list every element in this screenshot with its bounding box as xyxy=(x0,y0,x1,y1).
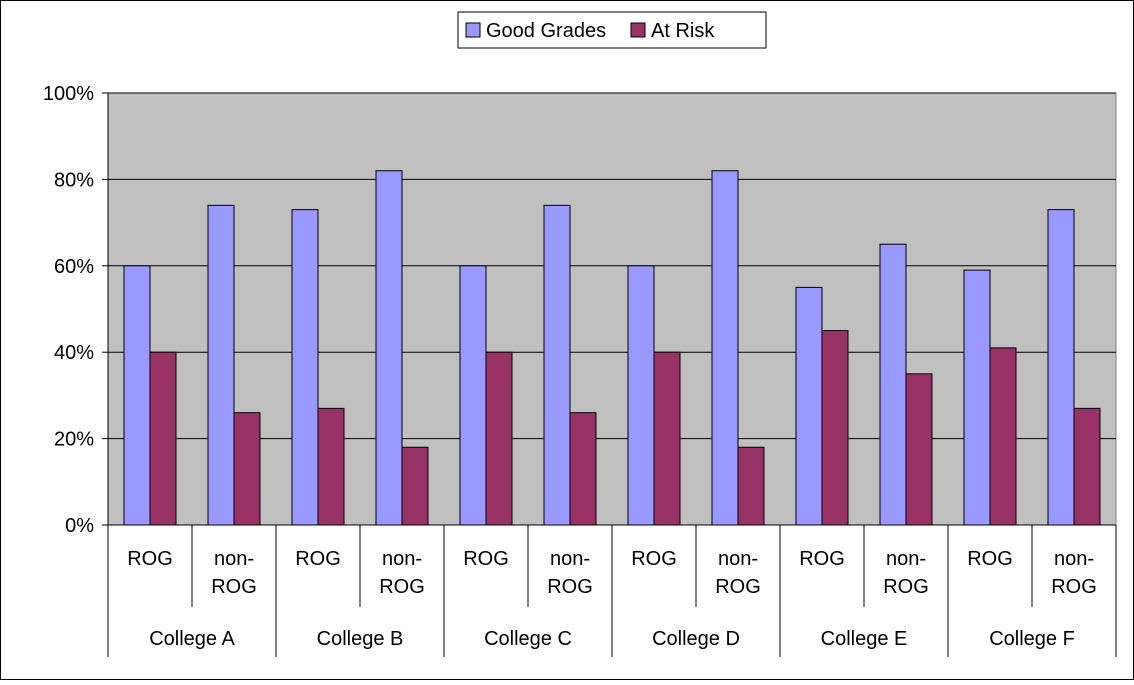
category-label: ROG xyxy=(295,548,341,570)
category-label: non-ROG xyxy=(379,548,425,598)
bar-good-grades xyxy=(795,286,823,526)
category-label: non-ROG xyxy=(883,548,929,598)
bar-at-risk xyxy=(737,446,765,526)
bar-good-grades xyxy=(879,243,907,526)
group-label: College E xyxy=(821,628,908,650)
bar-good-grades xyxy=(291,209,319,526)
legend-box xyxy=(457,11,767,49)
group-label: College B xyxy=(317,628,404,650)
legend-swatch xyxy=(630,22,646,38)
category-label: ROG xyxy=(967,548,1013,570)
y-tick-label: 60% xyxy=(54,256,94,278)
category-label: ROG xyxy=(631,548,677,570)
bar-at-risk xyxy=(401,446,429,526)
bar-good-grades xyxy=(963,269,991,526)
bar-good-grades xyxy=(543,204,571,526)
bar-good-grades xyxy=(711,170,739,526)
category-label: non-ROG xyxy=(211,548,257,598)
legend-label: At Risk xyxy=(651,20,715,42)
group-label: College C xyxy=(484,628,572,650)
category-label: ROG xyxy=(463,548,509,570)
bar-at-risk xyxy=(485,351,513,526)
y-tick-label: 80% xyxy=(54,169,94,191)
bar-at-risk xyxy=(569,412,597,526)
bar-at-risk xyxy=(905,373,933,526)
group-label: College D xyxy=(652,628,740,650)
bar-good-grades xyxy=(207,204,235,526)
bar-good-grades xyxy=(123,265,151,526)
bar-at-risk xyxy=(1073,407,1101,526)
y-tick-label: 40% xyxy=(54,342,94,364)
y-tick-label: 100% xyxy=(43,83,94,105)
bar-good-grades xyxy=(459,265,487,526)
bar-good-grades xyxy=(627,265,655,526)
bar-at-risk xyxy=(989,347,1017,526)
group-label: College A xyxy=(149,628,235,650)
category-label: ROG xyxy=(799,548,845,570)
category-label: non-ROG xyxy=(715,548,761,598)
bar-at-risk xyxy=(317,407,345,526)
category-label: non-ROG xyxy=(547,548,593,598)
bar-at-risk xyxy=(149,351,177,526)
plot-background xyxy=(107,92,1117,526)
bar-good-grades xyxy=(375,170,403,526)
group-label: College F xyxy=(989,628,1075,650)
plot-area: 0% 20% 40% 60% 80% 100% ROG non-ROG ROG non-ROG RO… xyxy=(43,83,1117,657)
y-tick-label: 0% xyxy=(65,515,94,537)
bar-at-risk xyxy=(821,330,849,526)
bar-good-grades xyxy=(1047,209,1075,526)
legend: Good Grades At Risk xyxy=(457,11,767,49)
legend-swatch xyxy=(465,22,481,38)
legend-label: Good Grades xyxy=(486,20,606,42)
y-tick-label: 20% xyxy=(54,429,94,451)
category-label: ROG xyxy=(127,548,173,570)
bar-at-risk xyxy=(233,412,261,526)
category-label: non-ROG xyxy=(1051,548,1097,598)
bar-at-risk xyxy=(653,351,681,526)
